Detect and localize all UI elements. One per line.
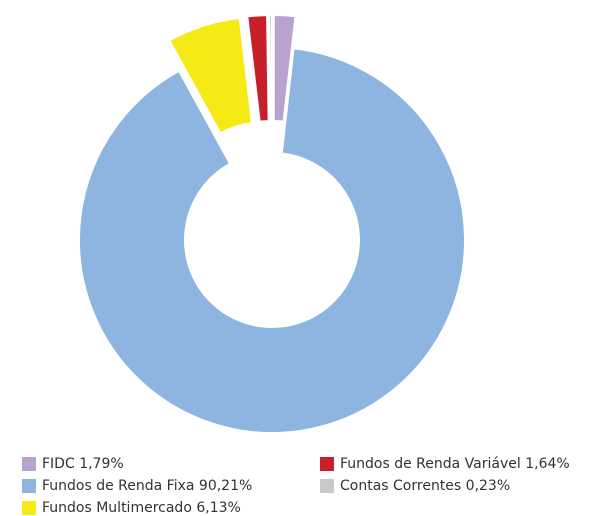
legend-label: Fundos de Renda Fixa 90,21% bbox=[42, 478, 252, 494]
legend-value: 0,23% bbox=[466, 478, 510, 494]
legend-value: 1,79% bbox=[79, 456, 123, 472]
legend-name: Fundos Multimercado bbox=[42, 500, 192, 516]
legend-label: Contas Correntes 0,23% bbox=[340, 478, 510, 494]
legend-swatch bbox=[22, 479, 36, 493]
slice bbox=[272, 14, 297, 123]
legend-swatch bbox=[22, 501, 36, 515]
legend-value: 1,64% bbox=[525, 456, 569, 472]
legend-label: FIDC 1,79% bbox=[42, 456, 124, 472]
legend-name: Fundos de Renda Variável bbox=[340, 456, 521, 472]
legend-swatch bbox=[320, 479, 334, 493]
legend-swatch bbox=[22, 457, 36, 471]
legend-name: Contas Correntes bbox=[340, 478, 461, 494]
legend-label: Fundos Multimercado 6,13% bbox=[42, 500, 241, 516]
legend-name: Fundos de Renda Fixa bbox=[42, 478, 194, 494]
slice bbox=[167, 16, 254, 135]
legend-swatch bbox=[320, 457, 334, 471]
legend-name: FIDC bbox=[42, 456, 75, 472]
legend-value: 90,21% bbox=[199, 478, 252, 494]
slice bbox=[267, 14, 273, 123]
legend-label: Fundos de Renda Variável 1,64% bbox=[340, 456, 570, 472]
slice bbox=[78, 47, 466, 434]
slice bbox=[246, 14, 270, 123]
legend-value: 6,13% bbox=[196, 500, 240, 516]
